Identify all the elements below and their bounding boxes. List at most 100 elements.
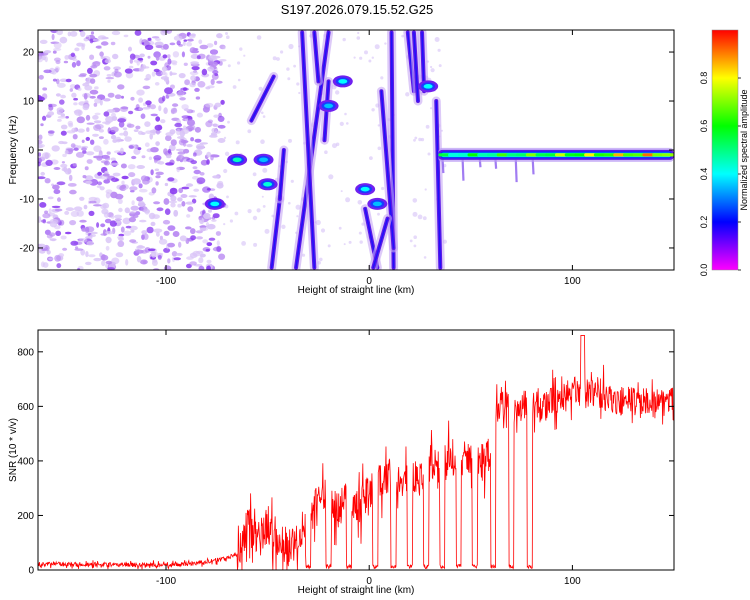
noise-speckle — [104, 156, 111, 161]
carrier-segment — [545, 153, 558, 157]
noise-speckle — [145, 100, 152, 106]
colorbar-tick-label: 0.4 — [699, 168, 709, 181]
noise-speckle — [70, 52, 76, 57]
noise-speckle — [345, 197, 351, 203]
noise-speckle — [217, 115, 225, 122]
noise-speckle — [206, 242, 213, 247]
noise-speckle — [170, 72, 178, 76]
noise-speckle — [40, 261, 45, 268]
noise-speckle — [111, 30, 121, 36]
noise-speckle — [140, 259, 148, 265]
noise-speckle — [68, 122, 74, 128]
noise-speckle — [191, 198, 197, 204]
noise-speckle — [178, 241, 182, 248]
noise-speckle — [296, 215, 299, 218]
noise-speckle — [60, 124, 68, 130]
noise-speckle — [134, 30, 142, 36]
noise-speckle — [186, 256, 194, 260]
noise-speckle — [42, 115, 47, 121]
noise-speckle — [99, 186, 105, 191]
noise-speckle — [93, 257, 102, 262]
noise-speckle — [150, 221, 156, 227]
noise-speckle — [205, 248, 210, 252]
noise-speckle — [434, 37, 440, 42]
noise-speckle — [44, 210, 49, 214]
noise-speckle — [82, 175, 87, 179]
noise-speckle — [413, 138, 416, 142]
noise-speckle — [183, 62, 188, 66]
noise-speckle — [164, 87, 173, 95]
noise-speckle — [219, 59, 227, 62]
noise-speckle — [96, 156, 103, 161]
colorbar: 0.0 0.2 0.4 0.6 0.8 Normalized spectral ampl… — [699, 29, 749, 276]
noise-speckle — [75, 151, 85, 158]
noise-speckle — [46, 250, 51, 255]
noise-speckle — [201, 68, 208, 76]
noise-speckle — [107, 79, 111, 83]
noise-speckle — [44, 178, 51, 184]
noise-speckle — [339, 121, 344, 126]
noise-speckle — [48, 103, 53, 108]
noise-speckle — [181, 104, 189, 110]
noise-speckle — [217, 138, 226, 143]
noise-speckle — [89, 54, 95, 60]
noise-speckle — [117, 198, 123, 204]
noise-speckle — [135, 249, 144, 254]
noise-speckle — [214, 40, 218, 46]
noise-speckle — [324, 150, 328, 154]
noise-speckle — [93, 102, 98, 107]
noise-speckle — [132, 178, 141, 185]
noise-speckle — [369, 156, 373, 161]
noise-speckle — [163, 198, 170, 205]
noise-speckle — [153, 159, 159, 162]
noise-speckle — [427, 152, 431, 156]
noise-speckle — [85, 151, 95, 156]
noise-speckle — [209, 134, 218, 138]
noise-speckle — [120, 163, 127, 169]
noise-speckle — [89, 178, 99, 186]
noise-speckle — [123, 34, 129, 38]
noise-speckle — [147, 37, 152, 42]
noise-speckle — [123, 130, 129, 137]
noise-speckle — [76, 210, 84, 217]
noise-speckle — [169, 42, 176, 46]
noise-speckle — [67, 183, 77, 187]
noise-speckle — [85, 114, 91, 121]
noise-speckle — [92, 115, 99, 120]
noise-speckle — [193, 188, 200, 192]
noise-speckle — [167, 258, 171, 264]
noise-speckle — [71, 61, 77, 68]
noise-speckle — [222, 46, 226, 50]
noise-speckle — [70, 143, 76, 149]
noise-speckle — [89, 38, 94, 44]
noise-speckle — [130, 96, 135, 101]
spectral-streak-core — [279, 149, 285, 200]
noise-speckle — [103, 211, 110, 218]
noise-speckle — [72, 163, 77, 167]
noise-speckle — [262, 115, 266, 118]
noise-speckle — [52, 78, 57, 82]
noise-speckle — [85, 226, 95, 233]
noise-speckle — [60, 130, 67, 136]
noise-speckle — [172, 103, 179, 107]
noise-speckle — [162, 54, 168, 59]
y-tick-label: 800 — [17, 347, 34, 358]
noise-speckle — [260, 139, 265, 144]
noise-speckle — [52, 50, 57, 54]
noise-speckle — [137, 130, 144, 135]
noise-speckle — [160, 119, 166, 124]
noise-speckle — [70, 31, 78, 37]
noise-speckle — [83, 93, 88, 100]
noise-speckle — [136, 60, 140, 66]
noise-speckle — [401, 34, 405, 38]
noise-speckle — [176, 128, 181, 136]
noise-speckle — [243, 54, 246, 57]
carrier-segment — [525, 153, 538, 157]
spectral-streak-core — [372, 217, 389, 269]
noise-speckle — [298, 91, 301, 95]
noise-speckle — [125, 71, 134, 79]
noise-speckle — [206, 265, 212, 270]
noise-speckle — [39, 202, 47, 208]
noise-speckle — [211, 219, 217, 222]
